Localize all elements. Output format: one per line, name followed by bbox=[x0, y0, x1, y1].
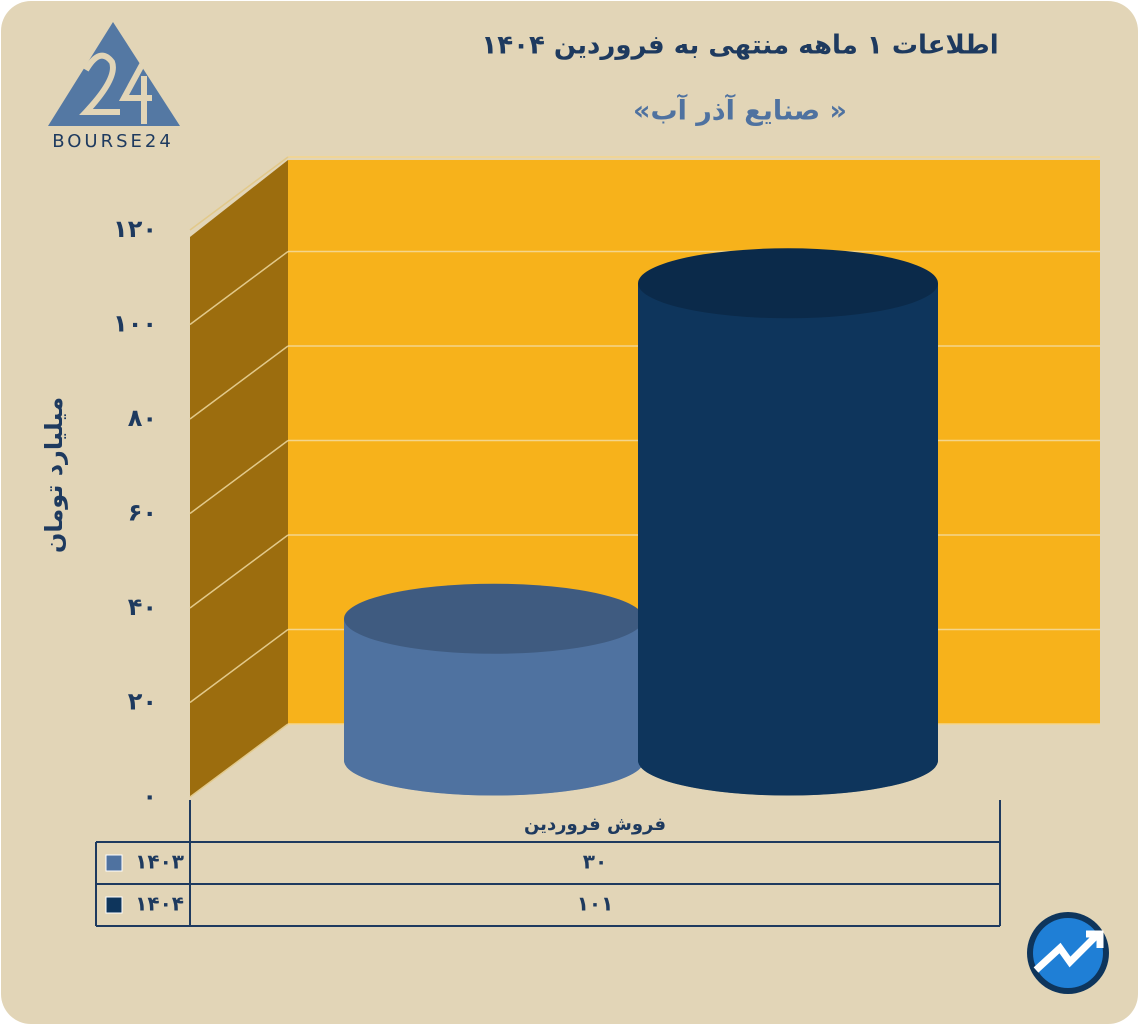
value-label: ۳۰ bbox=[583, 850, 607, 874]
chart-subtitle: «صنایع آذر آب » bbox=[633, 94, 847, 127]
side-grid-line bbox=[189, 250, 289, 326]
legend-label: ۱۴۰۴ bbox=[135, 892, 184, 916]
cylinder bbox=[344, 583, 644, 796]
bars bbox=[344, 248, 938, 796]
legend-swatch bbox=[105, 896, 123, 914]
legend-label: ۱۴۰۳ bbox=[135, 850, 184, 874]
cylinder-shade bbox=[344, 618, 644, 796]
side-grid-line bbox=[189, 156, 289, 231]
table-lines bbox=[95, 800, 1001, 927]
y-tick-label: ۲۰ bbox=[128, 688, 157, 716]
icon-arrow bbox=[1033, 930, 1104, 973]
side-grid-line bbox=[189, 628, 289, 704]
corner-icon bbox=[1027, 912, 1109, 994]
category-label: فروش فروردین bbox=[524, 814, 666, 835]
logo: BOURSE24 bbox=[48, 22, 180, 152]
side-grid-line bbox=[189, 439, 289, 515]
side-grid-line bbox=[189, 723, 289, 798]
y-tick-label: ۴۰ bbox=[128, 593, 157, 621]
data-table: فروش فروردین ۱۴۰۳ ۳۰ ۱۴۰۴ ۱۰۱ bbox=[95, 800, 1001, 927]
side-grid-line bbox=[189, 345, 289, 420]
value-label: ۱۰۱ bbox=[577, 892, 614, 916]
icon-face bbox=[1033, 918, 1103, 988]
logo-text: BOURSE24 bbox=[52, 131, 174, 152]
side-wall bbox=[190, 160, 288, 797]
legend-swatch bbox=[105, 854, 123, 872]
y-tick-label: ۱۲۰ bbox=[113, 215, 157, 243]
cylinder bbox=[638, 248, 938, 796]
logo-glyph bbox=[79, 48, 153, 124]
cylinder-top bbox=[344, 583, 644, 654]
side-grid-line bbox=[189, 534, 289, 609]
y-axis-label: میلیارد تومان bbox=[40, 397, 68, 553]
chart-title: اطلاعات ۱ ماهه منتهی به فروردین ۱۴۰۴ bbox=[481, 31, 998, 61]
y-tick-label: ۸۰ bbox=[128, 404, 157, 432]
cylinder-top bbox=[638, 248, 938, 319]
y-tick-label: ۶۰ bbox=[128, 499, 157, 527]
cylinder-shade bbox=[638, 283, 938, 796]
y-tick-label: ۱۰۰ bbox=[113, 310, 157, 338]
y-tick-label: ۰ bbox=[142, 782, 157, 810]
